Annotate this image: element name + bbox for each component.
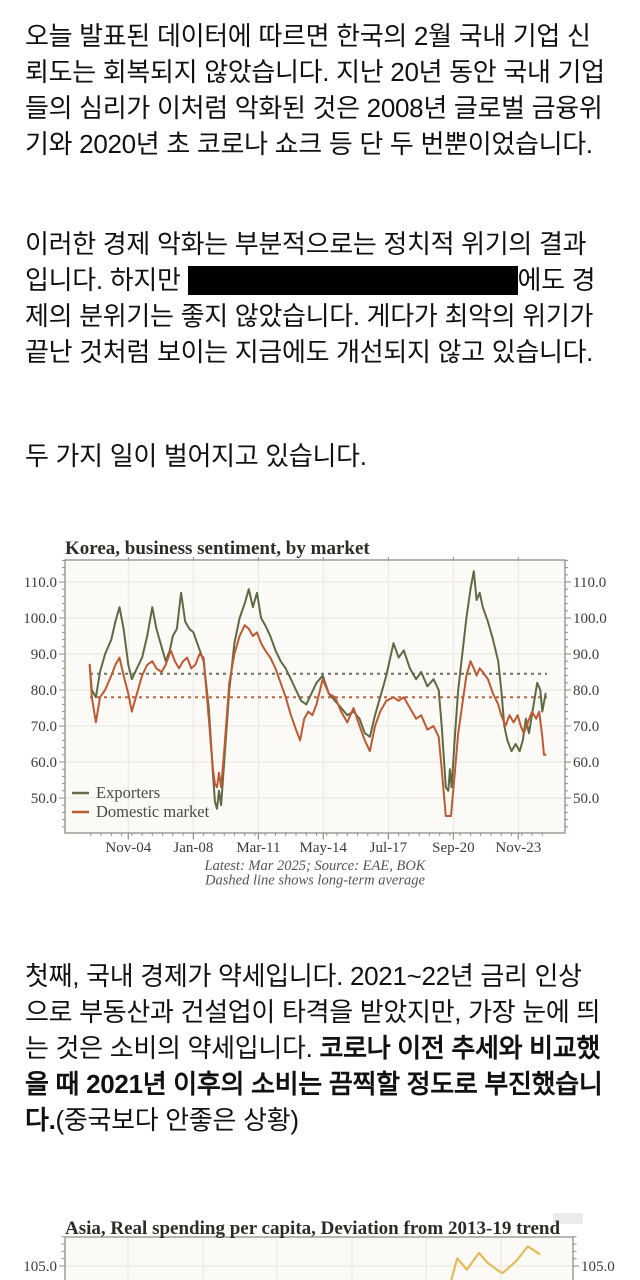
chart-title: Korea, business sentiment, by market <box>65 538 370 559</box>
y-axis-label-right: 50.0 <box>573 791 599 807</box>
paragraph-4-tail: (중국보다 안좋은 상황) <box>55 1105 299 1135</box>
x-axis-label: Jul-17 <box>370 840 408 856</box>
domestic-market-line <box>88 624 547 817</box>
y-axis-label-left: 60.0 <box>31 755 57 771</box>
x-axis-label: Sep-20 <box>432 840 475 856</box>
x-axis-label: Nov-04 <box>105 840 151 856</box>
paragraph-4-bold: 코로나 이전 추세와 비교했을 때 2021년 이후의 소비는 끔찍할 정도로 … <box>25 1033 603 1135</box>
chart-footnote: Latest: Mar 2025; Source: EAE, BOK <box>204 858 427 874</box>
plot-area <box>65 1237 573 1280</box>
y-axis-label-right: 105.0 <box>581 1259 615 1275</box>
y-axis-label-right: 90.0 <box>573 647 599 663</box>
paragraph-2: 이러한 경제 악화는 부분적으로는 정치적 위기의 결과입니다. 하지만 에도 … <box>25 226 605 370</box>
legend-label: Exporters <box>96 783 160 802</box>
y-axis-label-left: 110.0 <box>24 575 57 591</box>
x-axis-label: May-14 <box>300 840 348 856</box>
paragraph-4-normal: 첫째, 국내 경제가 약세입니다. 2021~22년 금리 인상으로 부동산과 … <box>25 961 601 1063</box>
y-axis-label-right: 70.0 <box>573 719 599 735</box>
faint-watermark <box>553 1213 583 1224</box>
x-axis-label: Nov-23 <box>495 840 541 856</box>
y-axis-label-left: 50.0 <box>31 791 57 807</box>
plot-border <box>64 559 566 834</box>
y-axis-label-left: 100.0 <box>23 611 57 627</box>
y-axis-label-left: 70.0 <box>31 719 57 735</box>
paragraph-2-text-before: 이러한 경제 악화는 부분적으로는 정치적 위기의 결과입니다. 하지만 <box>25 229 587 295</box>
legend-label: Domestic market <box>96 802 210 821</box>
y-axis-label-left: 105.0 <box>23 1259 57 1275</box>
y-axis-label-right: 60.0 <box>573 755 599 771</box>
paragraph-4: 첫째, 국내 경제가 약세입니다. 2021~22년 금리 인상으로 부동산과 … <box>25 958 605 1138</box>
y-axis-label-left: 90.0 <box>31 647 57 663</box>
y-axis-label-right: 80.0 <box>573 683 599 699</box>
asia-spending-chart: 105.0 105.0 Asia, Real spending per capita… <box>23 1213 615 1280</box>
y-axis-label-right: 110.0 <box>573 575 606 591</box>
spending-line <box>450 1245 541 1280</box>
redaction-bar <box>187 266 518 295</box>
paragraph-1: 오늘 발표된 데이터에 따르면 한국의 2월 국내 기업 신뢰도는 회복되지 않… <box>25 21 605 159</box>
x-axis-label: Mar-11 <box>236 840 280 856</box>
exporters-line <box>88 570 547 810</box>
x-axis-label: Jan-08 <box>173 840 213 856</box>
paragraph-2-text-after: 에도 경제의 분위기는 좋지 않았습니다. 게다가 최악의 위기가 끝난 것처럼… <box>25 265 596 367</box>
chart-footnote: Dashed line shows long-term average <box>204 873 425 889</box>
paragraph-3: 두 가지 일이 벌어지고 있습니다. <box>25 441 367 471</box>
business-sentiment-chart: 50.0 50.0 60.0 60.0 70.0 70.0 80.0 80.0 90.0 90.0… <box>23 538 607 889</box>
chart-title: Asia, Real spending per capita, Deviatio… <box>65 1218 560 1239</box>
y-axis-label-right: 100.0 <box>573 611 607 627</box>
y-axis-label-left: 80.0 <box>31 683 57 699</box>
